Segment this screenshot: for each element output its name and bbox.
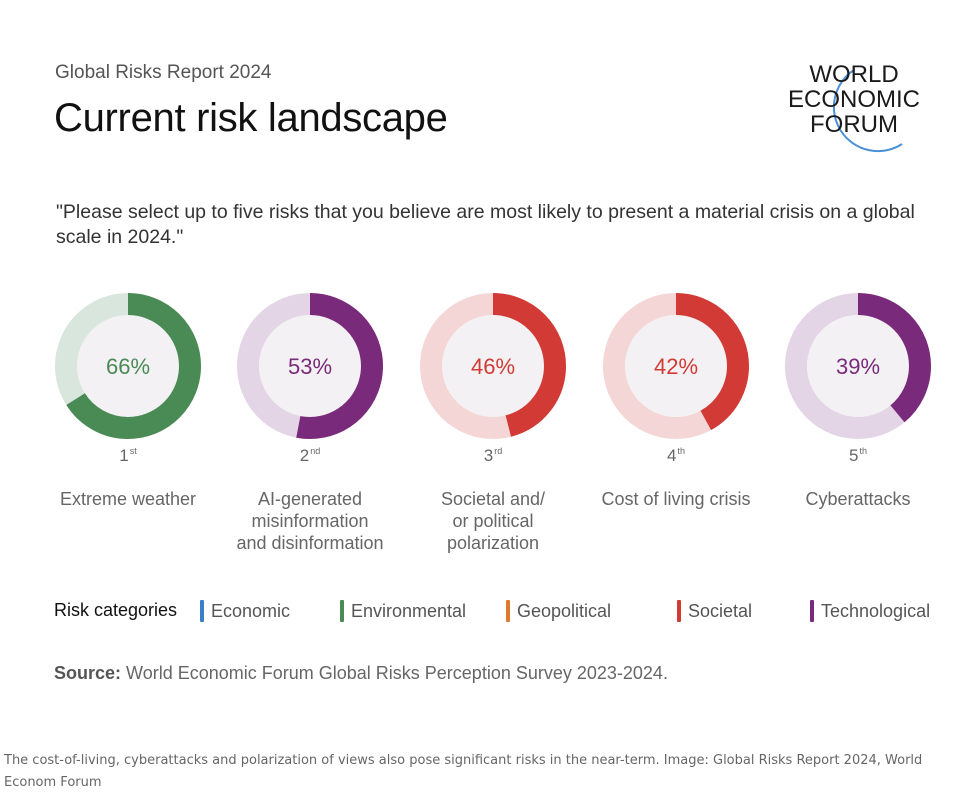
risk-label-line: Extreme weather xyxy=(59,489,197,509)
rank-number: 4 xyxy=(667,446,677,465)
logo-line-3: FORUM xyxy=(810,111,898,138)
rank-number: 3 xyxy=(483,446,494,465)
donut-3: 46% xyxy=(419,292,567,440)
donut-value-arc xyxy=(603,293,749,439)
donut-inner-disc xyxy=(259,315,361,417)
logo-line-2: ECONOMIC xyxy=(788,86,920,113)
donut-value-label: 39% xyxy=(836,354,880,379)
legend-title: Risk categories xyxy=(54,600,178,620)
legend-swatch xyxy=(200,600,204,622)
risk-label-line: Societal and/ xyxy=(440,489,546,509)
donut-value-label: 53% xyxy=(288,354,332,379)
logo-line-1: WORLD xyxy=(809,61,898,88)
survey-question: "Please select up to five risks that you… xyxy=(56,201,915,248)
donut-5: 39% xyxy=(784,292,932,440)
donut-value-arc xyxy=(55,293,201,439)
risk-label-line: and disinformation xyxy=(236,533,384,553)
donut-2: 53% xyxy=(236,292,384,440)
donut-value-arc xyxy=(785,293,931,439)
donut-value-label: 42% xyxy=(654,354,698,379)
risk-label-line: Cyberattacks xyxy=(805,489,911,509)
legend-item-environmental: Environmental xyxy=(340,600,466,622)
report-label: Global Risks Report 2024 xyxy=(55,62,272,83)
legend-label: Technological xyxy=(821,600,931,621)
risk-label-line: Cost of living crisis xyxy=(601,489,751,509)
rank-number: 1 xyxy=(119,446,129,465)
risk-label: Extreme weather xyxy=(40,488,216,510)
rank-number: 2 xyxy=(299,446,310,465)
rank-number: 5 xyxy=(849,446,859,465)
legend-label: Geopolitical xyxy=(517,600,612,621)
wef-logo: WORLD ECONOMIC FORUM xyxy=(772,56,937,160)
risk-label: AI-generated misinformation and disinforma… xyxy=(222,488,398,554)
legend-label: Economic xyxy=(211,600,291,621)
donut-inner-disc xyxy=(77,315,179,417)
rank-suffix: rd xyxy=(494,446,503,456)
rank-label: 3rd xyxy=(473,446,513,466)
risk-label: Cyberattacks xyxy=(770,488,946,510)
rank-label: 2nd xyxy=(290,446,330,466)
legend-swatch xyxy=(677,600,681,622)
legend-item-geopolitical: Geopolitical xyxy=(506,600,611,622)
legend-swatch xyxy=(506,600,510,622)
legend-label: Societal xyxy=(688,600,753,621)
donut-value-arc xyxy=(420,293,566,439)
donut-1: 66% xyxy=(54,292,202,440)
donut-inner-disc xyxy=(625,315,727,417)
rank-label: 5th xyxy=(838,446,878,466)
source-label: Source: xyxy=(54,663,122,683)
donut-value-label: 66% xyxy=(106,354,150,379)
rank-suffix: st xyxy=(129,446,137,456)
image-caption: The cost-of-living, cyberattacks and pol… xyxy=(4,753,923,790)
donut-value-arc xyxy=(237,293,383,439)
risk-label: Societal and/or political polarization xyxy=(405,488,581,554)
page-title: Current risk landscape xyxy=(54,96,448,140)
rank-label: 1st xyxy=(108,446,148,466)
legend-item-technological: Technological xyxy=(810,600,930,622)
rank-suffix: nd xyxy=(310,446,321,456)
risk-label-line: or political xyxy=(452,511,534,531)
risk-label-line: AI-generated xyxy=(257,489,363,509)
risk-label-line: polarization xyxy=(446,533,540,553)
risk-label-line: misinformation xyxy=(251,511,369,531)
source-note: Source: World Economic Forum Global Risk… xyxy=(54,663,668,684)
rank-suffix: th xyxy=(677,446,685,456)
legend-item-economic: Economic xyxy=(200,600,290,622)
donut-4: 42% xyxy=(602,292,750,440)
rank-label: 4th xyxy=(656,446,696,466)
risk-label: Cost of living crisis xyxy=(588,488,764,510)
legend-swatch xyxy=(810,600,814,622)
donut-value-label: 46% xyxy=(471,354,515,379)
source-text: World Economic Forum Global Risks Percep… xyxy=(121,663,668,683)
rank-suffix: th xyxy=(859,446,867,456)
legend-item-societal: Societal xyxy=(677,600,752,622)
legend-label: Environmental xyxy=(351,600,467,621)
legend-swatch xyxy=(340,600,344,622)
donut-inner-disc xyxy=(442,315,544,417)
donut-inner-disc xyxy=(807,315,909,417)
